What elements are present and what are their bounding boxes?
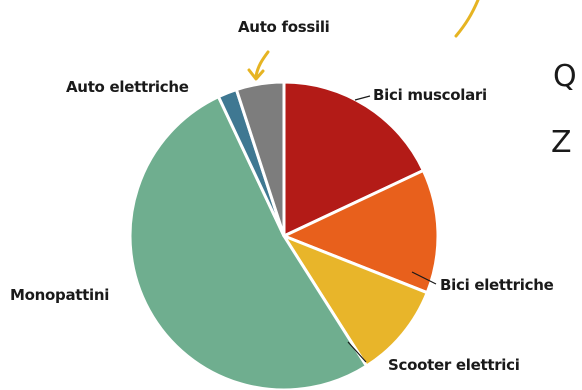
label-bici-elettriche: Bici elettriche <box>440 276 554 294</box>
arrow-top-icon <box>454 0 480 38</box>
pie-slice-bici-muscolari <box>282 80 425 238</box>
leader-scooter-elettrici <box>347 341 367 363</box>
pie-slice-auto-fossili <box>234 80 286 238</box>
label-bici-muscolari: Bici muscolari <box>373 86 487 104</box>
leader-bici-elettriche <box>411 271 437 285</box>
cut-off-letter-2: Z <box>551 125 572 160</box>
label-leaders <box>347 95 437 363</box>
pie-slices <box>128 80 440 390</box>
label-scooter-elettrici: Scooter elettrici <box>388 356 520 374</box>
arrow-down-icon <box>254 50 270 78</box>
arrowhead-icon <box>247 68 265 81</box>
leader-bici-muscolari <box>354 95 371 101</box>
slice-labels: Bici muscolari Bici elettriche Scooter e… <box>10 18 554 374</box>
decorative-arrows <box>247 0 480 81</box>
label-auto-elettriche: Auto elettriche <box>66 78 189 96</box>
pie-slice-scooter-elettrici <box>282 234 429 368</box>
cut-off-heading: Q Z <box>551 59 577 160</box>
label-auto-fossili: Auto fossili <box>238 18 330 36</box>
label-monopattini: Monopattini <box>10 286 109 304</box>
cut-off-letter-1: Q <box>553 59 577 94</box>
pie-slice-monopattini <box>128 95 369 390</box>
pie-slice-bici-elettriche <box>282 168 440 295</box>
